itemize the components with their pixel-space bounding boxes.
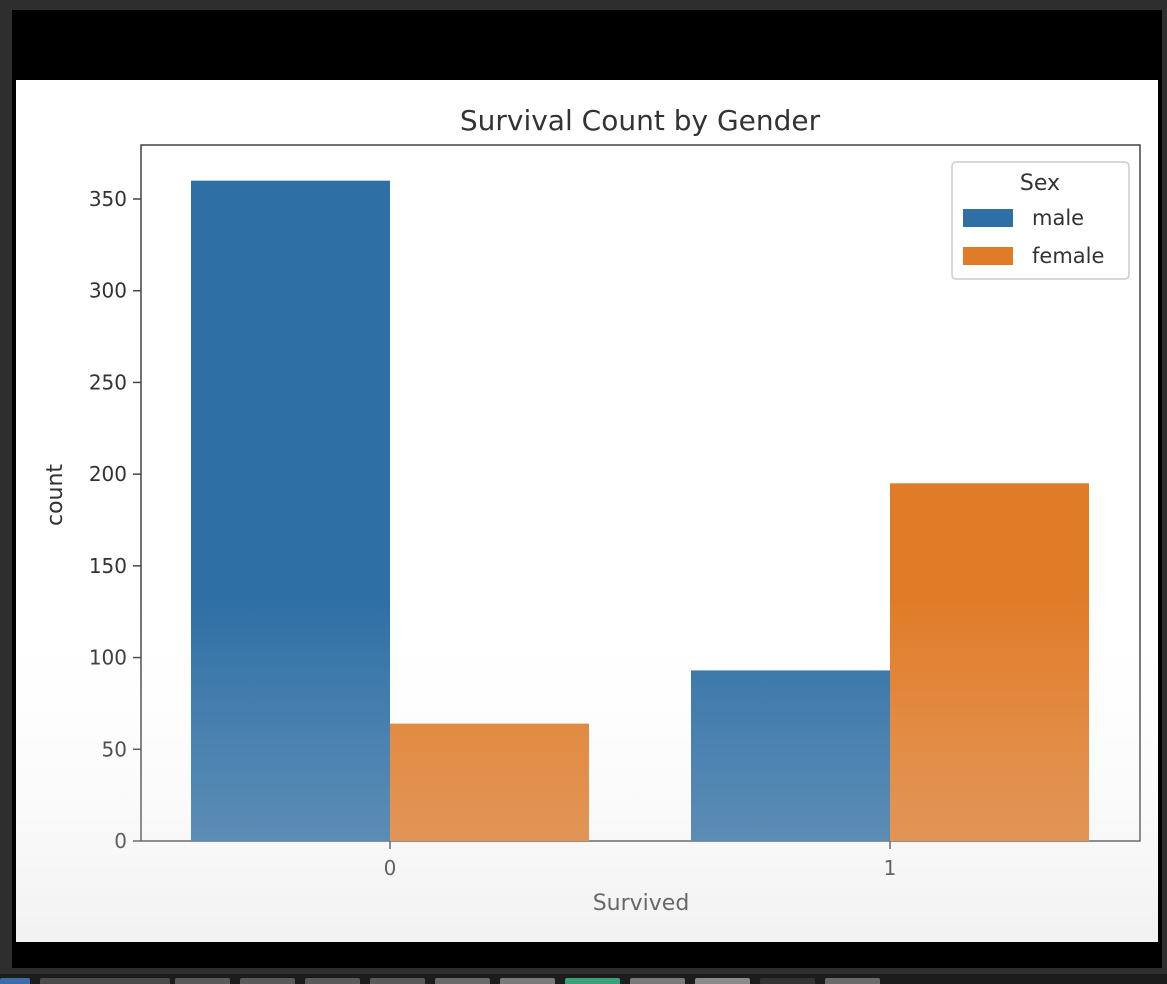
taskbar-tab[interactable]: [630, 978, 685, 984]
taskbar-tab[interactable]: [0, 978, 30, 984]
taskbar-tab-active[interactable]: [565, 978, 620, 984]
taskbar-tab[interactable]: [435, 978, 490, 984]
taskbar-tab[interactable]: [500, 978, 555, 984]
taskbar-tab[interactable]: [760, 978, 815, 984]
taskbar-tab[interactable]: [40, 978, 170, 984]
taskbar-tab[interactable]: [695, 978, 750, 984]
taskbar-tab[interactable]: [370, 978, 425, 984]
taskbar-tab[interactable]: [240, 978, 295, 984]
screen-glare: [16, 80, 1158, 942]
taskbar-tab[interactable]: [825, 978, 880, 984]
taskbar-tab[interactable]: [175, 978, 230, 984]
taskbar-tab[interactable]: [305, 978, 360, 984]
